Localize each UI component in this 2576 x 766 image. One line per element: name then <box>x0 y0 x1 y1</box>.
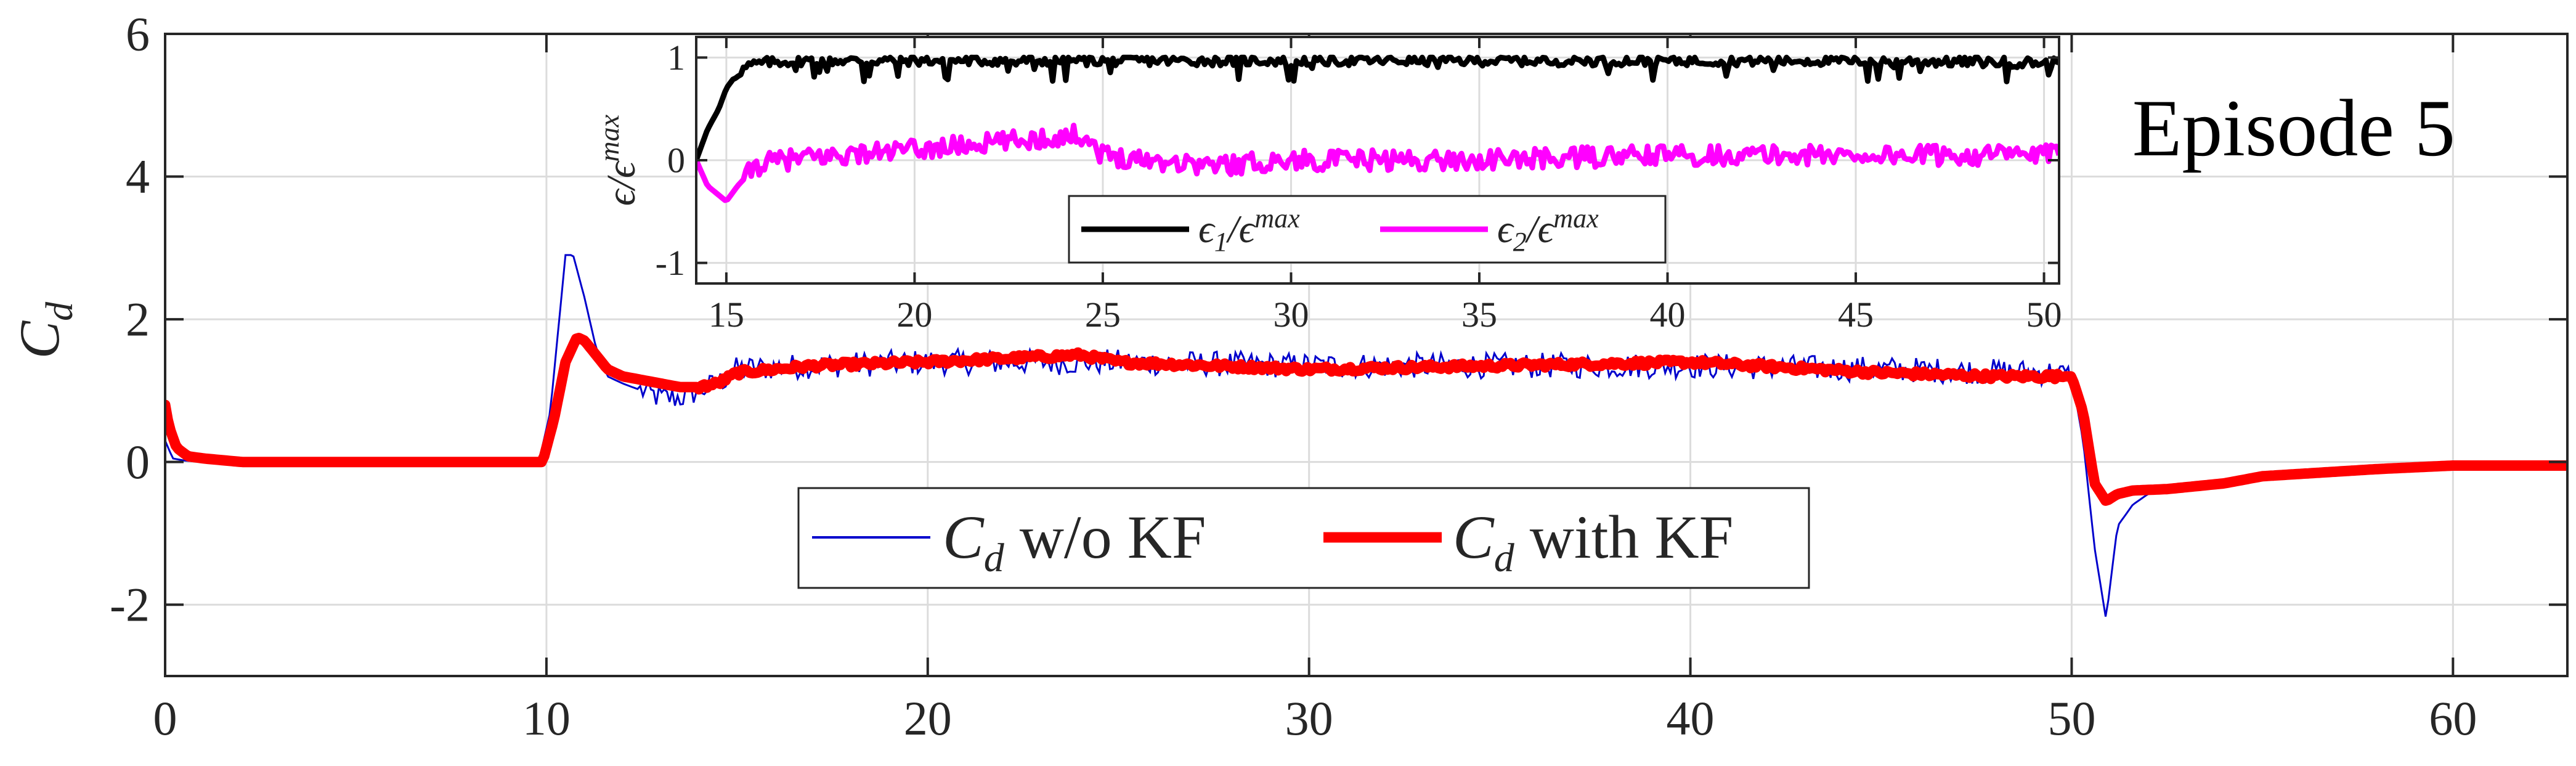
inset-legend: ϵ1/ϵmax ϵ2/ϵmax <box>1068 195 1667 264</box>
main-ytick-label-0: -2 <box>110 578 150 632</box>
main-legend-box <box>797 487 1810 589</box>
legend-label-cd-without-kf-main: C <box>943 503 985 571</box>
main-ytick-label-4: 6 <box>126 7 150 61</box>
legend-label-eps2-main: ϵ <box>1497 207 1514 251</box>
inset-y-axis-label-sup: max <box>593 114 625 161</box>
inset-xtick-label-6: 45 <box>1838 295 1874 335</box>
series-line-eps1 <box>696 54 2059 161</box>
legend-label-cd-without-kf-sub: d <box>984 536 1005 581</box>
legend-label-eps2-sub: 2 <box>1513 227 1527 257</box>
inset-ytick-label-1: 0 <box>667 141 685 181</box>
inset-xtick-label-3: 30 <box>1273 295 1309 335</box>
inset-xtick-label-1: 20 <box>896 295 932 335</box>
inset-xtick-label-4: 35 <box>1461 295 1497 335</box>
main-legend: Cd w/o KF Cd with KF <box>797 487 1810 589</box>
main-y-axis-label-sub: d <box>39 301 81 321</box>
legend-label-eps1-sup: max <box>1254 203 1300 234</box>
main-ytick-label-2: 2 <box>126 293 150 346</box>
series-line-eps2 <box>696 123 2059 203</box>
inset-y-axis-label: ϵ/ϵmax <box>593 114 644 206</box>
legend-label-cd-without-kf-rest: w/o KF <box>1004 503 1206 571</box>
legend-label-cd-with-kf-main: C <box>1453 503 1495 571</box>
main-y-axis-label-main: C <box>8 320 71 359</box>
main-xtick-label-3: 30 <box>1285 691 1333 745</box>
main-y-axis-label: Cd <box>8 301 81 359</box>
legend-label-eps2: ϵ2/ϵmax <box>1497 203 1599 257</box>
main-xtick-label-6: 60 <box>2429 691 2477 745</box>
main-xtick-label-2: 20 <box>904 691 952 745</box>
main-xtick-label-1: 10 <box>522 691 571 745</box>
inset-ytick-label-0: -1 <box>656 243 685 283</box>
inset-xtick-label-2: 25 <box>1085 295 1121 335</box>
series-line-cd-with-kf <box>165 333 2567 506</box>
main-ytick-label-1: 0 <box>126 435 150 489</box>
inset-ytick-label-2: 1 <box>667 38 685 78</box>
legend-label-eps1-sub: 1 <box>1214 227 1228 257</box>
legend-label-cd-without-kf: Cd w/o KF <box>943 503 1206 581</box>
main-xtick-label-4: 40 <box>1667 691 1715 745</box>
inset-xtick-label-7: 50 <box>2026 295 2062 335</box>
main-frame <box>164 33 2569 677</box>
main-ytick-label-3: 4 <box>126 150 150 203</box>
legend-label-cd-with-kf-sub: d <box>1494 536 1515 581</box>
legend-label-eps1: ϵ1/ϵmax <box>1198 203 1300 257</box>
legend-label-eps1-main: ϵ <box>1198 207 1216 251</box>
inset-xtick-label-5: 40 <box>1650 295 1686 335</box>
main-xtick-label-5: 50 <box>2047 691 2095 745</box>
episode-annotation: Episode 5 <box>2132 83 2455 173</box>
legend-label-eps1-rest: /ϵ <box>1226 207 1256 251</box>
legend-label-eps2-rest: /ϵ <box>1525 207 1555 251</box>
inset-xtick-label-0: 15 <box>709 295 744 335</box>
legend-label-eps2-sup: max <box>1553 203 1599 234</box>
main-xtick-label-0: 0 <box>153 691 177 745</box>
inset-y-axis-label-main: ϵ/ϵ <box>599 160 644 206</box>
inset-frame-group: 15 20 25 30 35 40 45 50 -1 0 1 <box>656 36 2062 335</box>
legend-label-cd-with-kf: Cd with KF <box>1453 503 1733 581</box>
legend-label-cd-with-kf-rest: with KF <box>1514 503 1734 571</box>
